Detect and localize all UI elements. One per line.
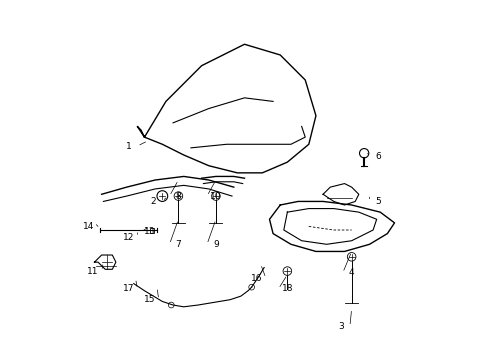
Text: 13: 13: [144, 227, 155, 236]
Text: 14: 14: [83, 222, 95, 231]
Bar: [149, 228, 154, 233]
Text: 17: 17: [122, 284, 134, 293]
Text: 6: 6: [375, 152, 381, 161]
Text: 15: 15: [144, 295, 155, 304]
Text: 7: 7: [175, 240, 181, 249]
Text: 4: 4: [348, 268, 354, 277]
Text: 5: 5: [375, 197, 381, 206]
Text: 11: 11: [87, 267, 98, 276]
Text: 12: 12: [122, 233, 134, 242]
Text: 8: 8: [175, 192, 181, 201]
Text: 2: 2: [150, 197, 156, 206]
Text: 1: 1: [125, 141, 131, 150]
Text: 3: 3: [337, 322, 343, 331]
Text: 18: 18: [281, 284, 292, 293]
Text: 9: 9: [213, 240, 218, 249]
Text: 10: 10: [210, 192, 221, 201]
Text: 16: 16: [251, 274, 262, 283]
